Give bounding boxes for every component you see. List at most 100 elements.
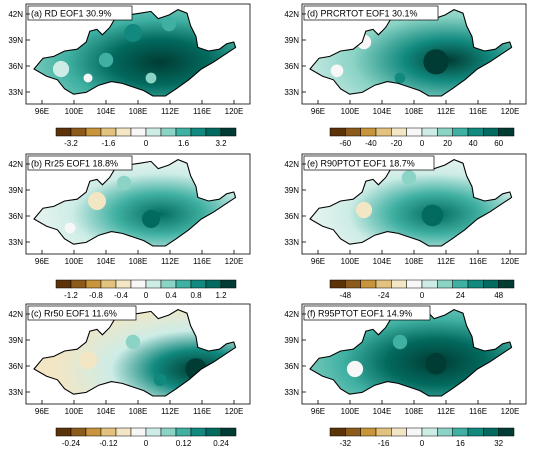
colorbar-cell xyxy=(190,427,207,437)
colorbar-label: 1.6 xyxy=(178,139,190,148)
colorbar-cell xyxy=(160,279,177,289)
lat-tick-label: 39N xyxy=(284,336,299,345)
lon-tick-label: 120E xyxy=(225,407,244,416)
lat-tick-label: 33N xyxy=(284,238,299,247)
colorbar-label: 3.2 xyxy=(215,139,227,148)
lon-tick-label: 104E xyxy=(373,107,392,116)
colorbar-cell xyxy=(190,279,207,289)
panel-label-box xyxy=(303,5,439,21)
lon-tick-label: 104E xyxy=(373,257,392,266)
colorbar-cell xyxy=(421,427,438,437)
colorbar-label: 60 xyxy=(494,139,503,148)
panel-label-box xyxy=(27,305,137,321)
panel-d: (d) PRCRTOT EOF1 30.1% xyxy=(301,3,527,105)
colorbar-label: 40 xyxy=(469,139,478,148)
colorbar-cell xyxy=(220,127,237,137)
lon-tick-label: 120E xyxy=(225,107,244,116)
colorbar-label: 0 xyxy=(420,139,425,148)
colorbar-cell xyxy=(115,427,132,437)
lon-tick-label: 112E xyxy=(161,107,179,116)
colorbar-label: 20 xyxy=(443,139,452,148)
lon-tick-label: 104E xyxy=(97,257,116,266)
lon-tick-label: 96E xyxy=(35,107,49,116)
colorbar-cell xyxy=(100,427,117,437)
colorbar-cell xyxy=(115,279,132,289)
lon-tick-label: 116E xyxy=(469,257,487,266)
lon-tick-label: 116E xyxy=(193,107,211,116)
colorbar-label: -40 xyxy=(365,139,377,148)
colorbar-cell xyxy=(205,279,222,289)
lon-tick-label: 108E xyxy=(405,257,424,266)
colorbar-label: -1.6 xyxy=(102,139,116,148)
colorbar-cell xyxy=(220,427,237,437)
lon-tick-label: 120E xyxy=(225,257,244,266)
colorbar-cell xyxy=(130,427,147,437)
colorbar-cell xyxy=(452,279,469,289)
colorbar-cell xyxy=(452,127,469,137)
colorbar-cell xyxy=(100,279,117,289)
colorbar-cell xyxy=(483,279,499,289)
colorbar-label: 0.12 xyxy=(176,439,192,448)
lon-tick-label: 104E xyxy=(97,107,116,116)
colorbar-cell xyxy=(360,427,377,437)
colorbar-label: 24 xyxy=(456,291,465,300)
lon-tick-label: 120E xyxy=(501,257,520,266)
colorbar-cell xyxy=(205,127,222,137)
lon-tick-label: 108E xyxy=(129,107,148,116)
panel-title: (e) R90PTOT EOF1 18.7% xyxy=(307,159,415,169)
colorbar-cell xyxy=(55,427,72,437)
panel-label-box xyxy=(27,155,133,171)
lon-tick-label: 96E xyxy=(35,257,49,266)
colorbar-label: 0 xyxy=(144,439,149,448)
lon-tick-label: 116E xyxy=(193,407,211,416)
colorbar-cell xyxy=(375,279,392,289)
lat-tick-label: 42N xyxy=(284,160,299,169)
lat-tick-label: 42N xyxy=(8,310,23,319)
panel-label-box xyxy=(303,305,431,321)
lat-tick-label: 33N xyxy=(284,88,299,97)
lat-tick-label: 42N xyxy=(8,160,23,169)
lon-tick-label: 120E xyxy=(501,407,520,416)
colorbar-cell xyxy=(375,427,392,437)
colorbar-label: -0.24 xyxy=(62,439,81,448)
lon-tick-label: 120E xyxy=(501,107,520,116)
lon-tick-label: 104E xyxy=(373,407,392,416)
lat-tick-label: 39N xyxy=(8,36,23,45)
colorbar-cell xyxy=(452,427,469,437)
lat-tick-label: 42N xyxy=(284,310,299,319)
lon-tick-label: 100E xyxy=(65,407,84,416)
panel-e: (e) R90PTOT EOF1 18.7% xyxy=(301,153,527,255)
lon-tick-label: 96E xyxy=(311,107,325,116)
lon-tick-label: 108E xyxy=(129,257,148,266)
colorbar-label: 0.24 xyxy=(213,439,229,448)
lon-tick-label: 100E xyxy=(341,107,360,116)
lon-tick-label: 112E xyxy=(437,107,455,116)
colorbar-cell xyxy=(145,279,162,289)
colorbar-cell xyxy=(391,127,407,137)
colorbar-cell xyxy=(498,427,515,437)
colorbar-label: 0 xyxy=(144,291,149,300)
colorbar-cell xyxy=(421,127,438,137)
colorbar-cell xyxy=(70,127,87,137)
colorbar-label: 0 xyxy=(144,139,149,148)
lat-tick-label: 36N xyxy=(284,212,299,221)
colorbar-cell xyxy=(360,127,377,137)
colorbar-cell xyxy=(421,279,438,289)
lat-tick-label: 36N xyxy=(284,62,299,71)
lat-tick-label: 33N xyxy=(284,388,299,397)
panel-title: (a) RD EOF1 30.9% xyxy=(31,9,112,19)
lon-tick-label: 116E xyxy=(193,257,211,266)
colorbar-cell xyxy=(70,279,87,289)
panel-title: (d) PRCRTOT EOF1 30.1% xyxy=(307,9,418,19)
lon-tick-label: 112E xyxy=(161,257,179,266)
colorbar-cell xyxy=(100,127,117,137)
colorbar-cell xyxy=(175,279,192,289)
lat-tick-label: 39N xyxy=(284,36,299,45)
lon-tick-label: 100E xyxy=(341,407,360,416)
colorbar-cell xyxy=(85,279,102,289)
lat-tick-label: 36N xyxy=(8,62,23,71)
lat-tick-label: 39N xyxy=(8,186,23,195)
colorbar-cell xyxy=(483,427,499,437)
colorbar-cell xyxy=(55,127,72,137)
